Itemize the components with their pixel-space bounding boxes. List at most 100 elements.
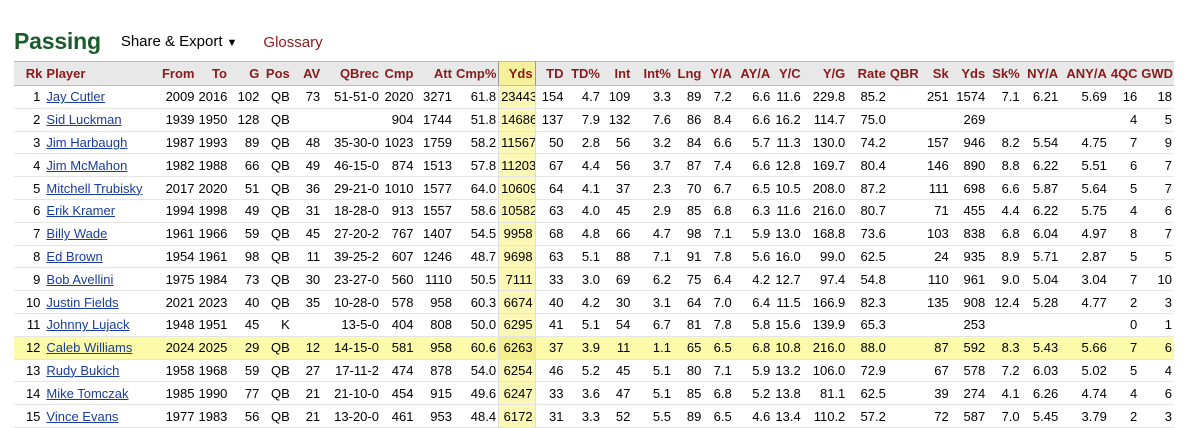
cell-sk-yds: 455: [950, 199, 988, 223]
cell-td-pct: 7.9: [565, 108, 602, 132]
column-header-y-c[interactable]: Y/C: [772, 61, 803, 86]
column-header-sk-pct[interactable]: Sk%: [987, 61, 1022, 86]
player-link[interactable]: Bob Avellini: [46, 271, 114, 287]
column-header-td-pct[interactable]: TD%: [565, 61, 602, 86]
cell-g: 59: [228, 222, 262, 246]
player-link[interactable]: Rudy Bukich: [46, 362, 120, 378]
cell-y-c: 12.8: [772, 153, 803, 178]
column-header-qbr[interactable]: QBR: [887, 61, 919, 86]
player-link[interactable]: Ed Brown: [46, 248, 103, 264]
column-header-pos[interactable]: Pos: [261, 61, 292, 86]
cell-rk: 15: [14, 404, 45, 428]
table-row: 5 Mitchell Trubisky 2017 2020 51 QB 36 29-21-0 1…: [14, 176, 1174, 200]
cell-to: 1998: [196, 199, 229, 223]
cell-cmp-pct: 51.8: [453, 108, 499, 132]
column-header-ay-a[interactable]: AY/A: [733, 61, 773, 86]
cell-from: 2017: [155, 176, 197, 200]
column-header-yds[interactable]: Yds: [498, 61, 536, 86]
player-link[interactable]: Jim McMahon: [46, 157, 128, 173]
cell-y-g: 168.8: [802, 222, 848, 246]
cell-td-pct: 4.2: [565, 290, 602, 314]
cell-cmp-pct: 58.2: [453, 131, 499, 155]
cell-rate: 80.7: [847, 199, 888, 223]
cell-ay-a: 6.4: [733, 290, 773, 314]
cell-any-a: [1060, 108, 1109, 132]
column-header-y-g[interactable]: Y/G: [802, 61, 848, 86]
column-header-from[interactable]: From: [155, 61, 197, 86]
column-header-rate[interactable]: Rate: [847, 61, 888, 86]
cell-y-a: 6.7: [703, 176, 734, 200]
column-header-4qc[interactable]: 4QC: [1108, 61, 1140, 86]
cell-td: 41: [535, 313, 566, 337]
player-link[interactable]: Sid Luckman: [46, 112, 122, 128]
cell-qbr: [887, 131, 919, 155]
column-header-y-a[interactable]: Y/A: [703, 61, 734, 86]
player-link[interactable]: Jim Harbaugh: [46, 134, 128, 150]
cell-any-a: 5.02: [1060, 359, 1109, 383]
column-header-qbrec[interactable]: QBrec: [322, 61, 381, 86]
share-export-menu[interactable]: Share & Export ▼: [121, 33, 238, 50]
column-header-av[interactable]: AV: [291, 61, 323, 86]
column-header-ny-a[interactable]: NY/A: [1021, 61, 1061, 86]
cell-y-a: 7.4: [703, 153, 734, 178]
table-body: 1 Jay Cutler 2009 2016 102 QB 73 51-51-0 2020 327…: [14, 85, 1174, 428]
cell-td: 154: [535, 85, 566, 109]
cell-y-c: 16.0: [772, 245, 803, 269]
cell-sk: 157: [918, 131, 951, 155]
column-header-cmp[interactable]: Cmp: [380, 61, 416, 86]
cell-to: 1983: [196, 404, 229, 428]
column-header-td[interactable]: TD: [535, 61, 566, 86]
cell-av: [291, 313, 323, 337]
cell-int-pct: 7.6: [632, 108, 673, 132]
cell-qbr: [887, 222, 919, 246]
cell-int-pct: 2.9: [632, 199, 673, 223]
column-header-int-pct[interactable]: Int%: [632, 61, 673, 86]
column-header-to[interactable]: To: [196, 61, 229, 86]
column-header-cmp-pct[interactable]: Cmp%: [453, 61, 499, 86]
column-header-sk[interactable]: Sk: [918, 61, 951, 86]
cell-ay-a: 5.6: [733, 245, 773, 269]
column-header-int[interactable]: Int: [601, 61, 633, 86]
cell-y-g: 166.9: [802, 290, 848, 314]
cell-from: 1948: [155, 313, 197, 337]
player-link[interactable]: Justin Fields: [46, 294, 119, 310]
glossary-link[interactable]: Glossary: [263, 34, 323, 51]
column-header-g[interactable]: G: [228, 61, 262, 86]
cell-player: Mike Tomczak: [44, 381, 156, 406]
player-link[interactable]: Caleb Williams: [46, 340, 133, 356]
column-header-any-a[interactable]: ANY/A: [1060, 61, 1109, 86]
cell-ny-a: 6.22: [1021, 199, 1061, 223]
cell-4qc: 4: [1108, 108, 1140, 132]
column-header-lng[interactable]: Lng: [672, 61, 704, 86]
cell-qbr: [887, 290, 919, 314]
player-link[interactable]: Johnny Lujack: [46, 317, 130, 333]
column-header-sk-yds[interactable]: Yds: [950, 61, 988, 86]
cell-int: 88: [601, 245, 633, 269]
cell-to: 2025: [196, 336, 229, 360]
column-header-att[interactable]: Att: [415, 61, 454, 86]
column-header-gwd[interactable]: GWD: [1139, 61, 1174, 86]
cell-g: 73: [228, 267, 262, 292]
cell-player: Billy Wade: [44, 222, 156, 246]
player-link[interactable]: Mitchell Trubisky: [46, 180, 143, 196]
table-row: 9 Bob Avellini 1975 1984 73 QB 30 23-27-0 560 111…: [14, 267, 1174, 292]
cell-4qc: 6: [1108, 153, 1140, 178]
player-link[interactable]: Mike Tomczak: [46, 385, 129, 401]
cell-y-g: 216.0: [802, 336, 848, 360]
column-header-rk[interactable]: Rk: [14, 61, 45, 86]
cell-qbrec: 27-20-2: [322, 222, 381, 246]
cell-yds: 14686: [498, 108, 536, 132]
table-row: 15 Vince Evans 1977 1983 56 QB 21 13-20-0 461 953…: [14, 404, 1174, 428]
cell-td: 40: [535, 290, 566, 314]
cell-av: 48: [291, 131, 323, 155]
column-header-player[interactable]: Player: [44, 61, 156, 86]
player-link[interactable]: Jay Cutler: [46, 89, 105, 105]
cell-rate: 54.8: [847, 267, 888, 292]
cell-int-pct: 3.1: [632, 290, 673, 314]
cell-sk-yds: 253: [950, 313, 988, 337]
player-link[interactable]: Erik Kramer: [46, 203, 116, 219]
cell-sk-pct: [987, 313, 1022, 337]
player-link[interactable]: Billy Wade: [46, 226, 108, 242]
cell-y-c: 11.6: [772, 85, 803, 109]
player-link[interactable]: Vince Evans: [46, 408, 119, 424]
